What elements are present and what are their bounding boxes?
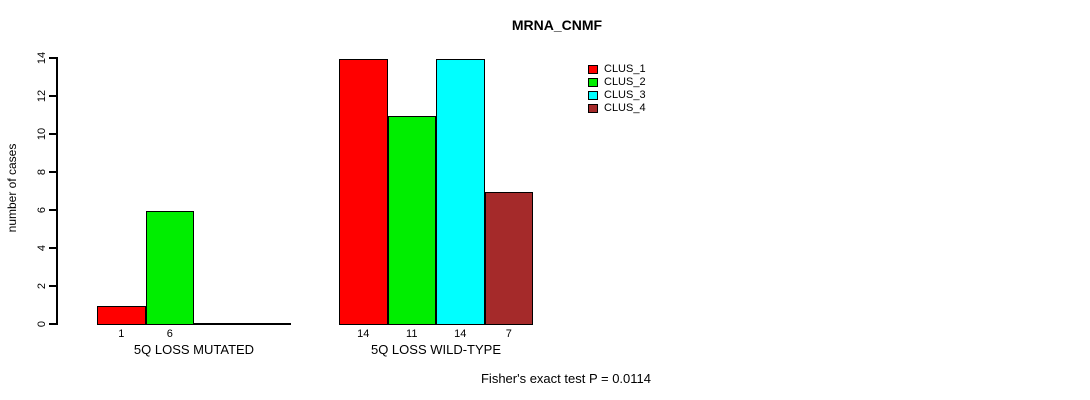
x-group-label: 5Q LOSS WILD-TYPE (370, 342, 502, 357)
y-axis-tick (49, 247, 56, 249)
chart-title: MRNA_CNMF (511, 17, 603, 33)
y-tick-label: 10 (36, 127, 48, 141)
y-axis-tick (49, 323, 56, 325)
bar-clus_1 (339, 59, 388, 325)
legend-label: CLUS_1 (604, 63, 646, 75)
bar-clus_2 (387, 116, 436, 325)
y-tick-label: 8 (36, 168, 48, 176)
bar-value-label: 1 (118, 328, 125, 340)
y-axis-label: number of cases (5, 143, 19, 233)
legend-row: CLUS_1 (588, 63, 646, 76)
y-tick-label: 14 (36, 51, 48, 65)
bar-clus_2 (145, 211, 194, 325)
legend-swatch-icon (588, 78, 598, 87)
legend-label: CLUS_4 (604, 102, 646, 114)
y-axis-tick (49, 95, 56, 97)
y-axis-tick (49, 133, 56, 135)
legend-row: CLUS_3 (588, 89, 646, 102)
y-tick-label: 2 (36, 282, 48, 290)
bar-clus_1 (97, 306, 146, 325)
bar-value-label: 14 (454, 328, 467, 340)
bar-value-label: 14 (357, 328, 370, 340)
y-tick-label: 0 (36, 320, 48, 328)
bar-clus_3 (436, 59, 485, 325)
bar-value-label: 7 (505, 328, 512, 340)
legend-swatch-icon (588, 104, 598, 113)
legend-label: CLUS_2 (604, 76, 646, 88)
y-axis-tick (49, 171, 56, 173)
y-tick-label: 12 (36, 89, 48, 103)
bar-clus_4 (484, 192, 533, 325)
legend-swatch-icon (588, 65, 598, 74)
bar-value-label: 11 (406, 328, 418, 340)
legend-label: CLUS_3 (604, 89, 646, 101)
y-tick-label: 4 (36, 244, 48, 252)
legend-row: CLUS_2 (588, 76, 646, 89)
y-axis-line (56, 57, 58, 325)
bar-value-label: 6 (166, 328, 173, 340)
y-axis-tick (49, 209, 56, 211)
x-group-label: 5Q LOSS MUTATED (133, 342, 255, 357)
fisher-test-annotation: Fisher's exact test P = 0.0114 (480, 371, 652, 386)
legend-row: CLUS_4 (588, 102, 646, 115)
y-axis-tick (49, 285, 56, 287)
y-axis-tick (49, 57, 56, 59)
y-tick-label: 6 (36, 206, 48, 214)
legend: CLUS_1 CLUS_2 CLUS_3 CLUS_4 (588, 63, 646, 115)
legend-swatch-icon (588, 91, 598, 100)
x-axis-baseline (97, 323, 291, 325)
